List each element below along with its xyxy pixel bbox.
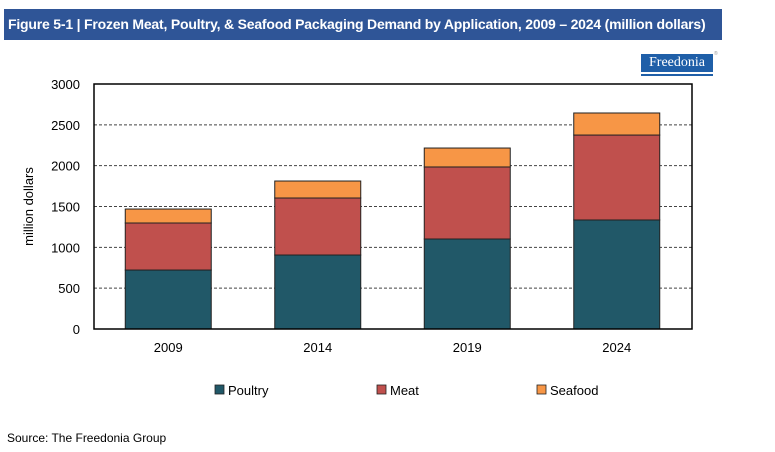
y-axis-label: million dollars [21,167,36,246]
legend-swatch [214,384,225,395]
bar-poultry-2024 [573,219,661,330]
bar-seafood-2009 [124,208,212,224]
y-axis-ticks: 0 500 1000 1500 2000 2500 3000 [51,77,80,337]
figure-title: Figure 5-1 | Frozen Meat, Poultry, & Sea… [4,9,722,40]
y-tick-label: 500 [58,281,80,296]
source-note: Source: The Freedonia Group [7,431,167,445]
bar-poultry-2009 [124,269,212,330]
bar-seafood-2024 [573,112,661,136]
freedonia-logo: Freedonia [641,54,713,74]
legend-item-poultry: Poultry [214,383,269,398]
bar-meat-2019 [423,166,511,240]
x-tick-label: 2019 [453,340,482,355]
y-tick-label: 0 [73,322,80,337]
legend-swatch [536,384,547,395]
legend: Poultry Meat Seafood [214,383,598,398]
bar-seafood-2014 [274,180,362,199]
bar-poultry-2014 [274,254,362,330]
bar-meat-2014 [274,197,362,256]
legend-item-meat: Meat [376,383,419,398]
x-tick-label: 2024 [602,340,631,355]
bar-meat-2024 [573,134,661,221]
legend-label: Seafood [550,383,598,398]
legend-label: Meat [390,383,419,398]
legend-swatch [376,384,387,395]
legend-item-seafood: Seafood [536,383,598,398]
x-axis-ticks: 2009 2014 2019 2024 [154,340,631,355]
plot-frame [93,83,693,330]
bars [124,112,661,330]
y-tick-label: 3000 [51,77,80,92]
bar-meat-2009 [124,222,212,271]
bar-seafood-2019 [423,147,511,168]
y-tick-label: 2000 [51,159,80,174]
y-tick-label: 2500 [51,118,80,133]
bar-poultry-2019 [423,238,511,330]
y-tick-label: 1500 [51,200,80,215]
legend-label: Poultry [228,383,269,398]
x-tick-label: 2009 [154,340,183,355]
x-tick-label: 2014 [303,340,332,355]
y-tick-label: 1000 [51,240,80,255]
registered-mark: ® [714,51,718,57]
